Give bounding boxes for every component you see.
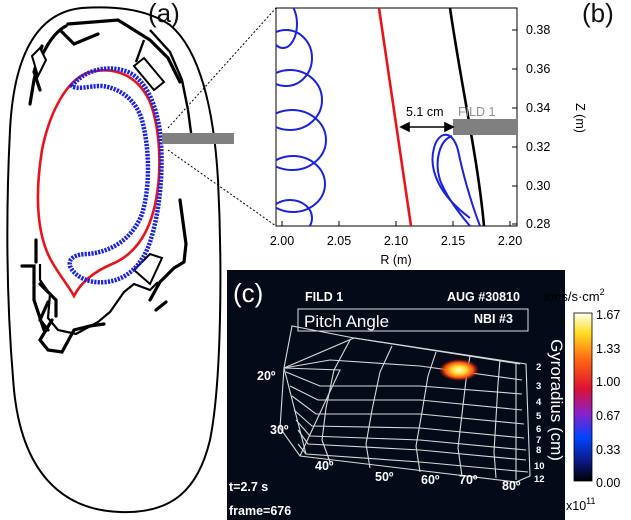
pitch-label-60: 60º <box>421 473 440 487</box>
gyro-label-4: 4 <box>536 397 542 408</box>
time-label: t=2.7 s <box>229 480 268 494</box>
gyro-label-7: 7 <box>536 435 541 446</box>
panel-c-label: (c) <box>233 278 263 308</box>
fild-detector-b <box>453 119 517 135</box>
zoom-guide-top <box>167 7 277 129</box>
gyro-label-3: 3 <box>536 381 541 392</box>
y-tick-4: 0.30 <box>526 179 550 193</box>
panel-a-cross-section <box>6 6 277 514</box>
gyro-label-2: 2 <box>536 362 541 373</box>
nbi-label: NBI #3 <box>474 312 513 326</box>
colorbar-units: ions/s·cm2 <box>544 287 605 304</box>
gyro-orbits-detector <box>431 133 481 226</box>
x-tick-3: 2.15 <box>441 234 465 248</box>
pitch-label-70: 70º <box>459 473 478 487</box>
pitch-label-50: 50º <box>375 470 394 484</box>
cbar-tick-4: 0.33 <box>596 443 620 457</box>
x-axis-label: R (m) <box>380 253 411 267</box>
x-tick-4: 2.20 <box>498 234 522 248</box>
pitch-title-box <box>297 308 529 332</box>
fild-label-c: FILD 1 <box>305 290 343 304</box>
cbar-tick-2: 1.00 <box>596 375 620 389</box>
panel-c-scintillator: (c) FILD 1 AUG #30810 NBI #3 Pitch Angle <box>227 270 631 520</box>
pitch-label-80: 80º <box>502 479 521 493</box>
panel-c-background <box>227 270 631 520</box>
panel-b-zoom: 5.1 cm FILD 1 2.00 2.05 2.10 2.15 2.20 R… <box>270 7 587 267</box>
gap-label: 5.1 cm <box>406 105 444 119</box>
colorbar-multiplier: x1011 <box>566 496 596 513</box>
pitch-label-40: 40º <box>315 459 334 473</box>
pitch-label-30: 30º <box>270 423 289 437</box>
y-axis <box>512 29 517 225</box>
colorbar <box>573 312 593 482</box>
gyro-label-8: 8 <box>536 445 541 456</box>
gyro-label-10: 10 <box>534 461 545 472</box>
lower-divertor-plate <box>132 252 164 286</box>
panel-b-label: (b) <box>582 0 614 28</box>
panel-a-label: (a) <box>148 0 180 28</box>
y-tick-2: 0.34 <box>526 101 550 115</box>
y-tick-1: 0.36 <box>526 62 550 76</box>
gyro-label-5: 5 <box>536 411 542 422</box>
x-axis <box>281 221 511 226</box>
y-tick-5: 0.28 <box>526 217 550 231</box>
fast-ion-orbit <box>67 66 164 285</box>
y-tick-3: 0.32 <box>526 140 550 154</box>
upper-limiter-plate <box>132 56 166 92</box>
pitch-angle-title: Pitch Angle <box>304 312 389 331</box>
lower-divertor <box>38 264 159 336</box>
fild-label-b: FILD 1 <box>458 105 496 119</box>
cbar-tick-3: 0.67 <box>596 409 620 423</box>
x-tick-0: 2.00 <box>270 234 294 248</box>
shot-label: AUG #30810 <box>447 290 520 304</box>
zoom-guide-bottom <box>167 149 277 227</box>
fild-detector-a <box>162 133 234 144</box>
x-tick-2: 2.10 <box>384 234 408 248</box>
vessel-outline <box>6 6 222 514</box>
pitch-label-20: 20º <box>257 369 276 383</box>
gyroradius-title: Gyroradius (cm) <box>547 339 566 461</box>
gyro-orbits-left <box>276 8 327 226</box>
separatrix-zoom <box>377 8 413 226</box>
cbar-tick-5: 0.00 <box>596 476 620 490</box>
outer-wall-segment <box>134 29 194 141</box>
frame-label: frame=676 <box>229 504 291 518</box>
separatrix <box>36 69 161 299</box>
gyro-label-6: 6 <box>536 424 541 435</box>
x-tick-1: 2.05 <box>327 234 351 248</box>
gyro-label-12: 12 <box>534 474 545 485</box>
upper-tile <box>30 46 48 79</box>
cbar-tick-1: 1.33 <box>596 342 620 356</box>
ion-spot <box>439 359 479 381</box>
cbar-tick-0: 1.67 <box>596 308 620 322</box>
y-tick-0: 0.38 <box>526 23 550 37</box>
first-wall <box>20 18 188 354</box>
y-axis-label: Z (m) <box>573 103 587 133</box>
gap-arrow <box>399 121 455 133</box>
